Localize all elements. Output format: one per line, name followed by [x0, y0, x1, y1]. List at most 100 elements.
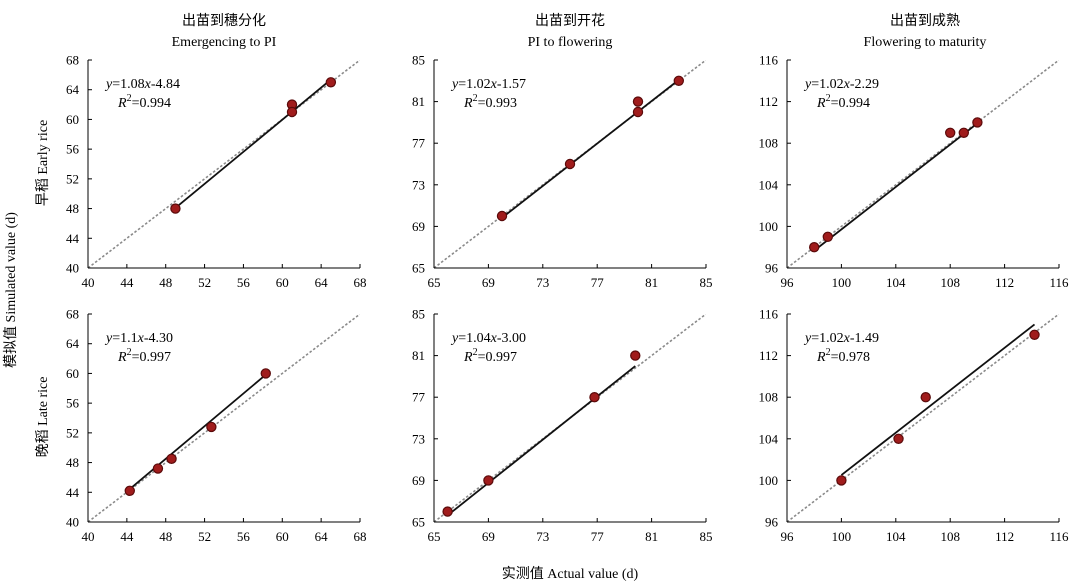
- eq-intercept: -1.49: [850, 331, 879, 346]
- x-tick-label: 100: [832, 529, 852, 544]
- x-tick-label: 60: [276, 529, 289, 544]
- col-title-en: Emergencing to PI: [172, 35, 277, 50]
- r2-symbol: R: [117, 96, 127, 111]
- y-tick-label: 108: [759, 136, 779, 151]
- y-tick-label: 116: [759, 53, 779, 68]
- one-to-one-line: [88, 60, 360, 268]
- r2-symbol: R: [463, 96, 473, 111]
- data-point: [496, 210, 508, 222]
- eq-slope: =1.04: [458, 331, 490, 346]
- eq-y-var: y: [104, 77, 113, 92]
- y-tick-label: 44: [66, 231, 80, 246]
- x-tick-label: 85: [700, 275, 713, 290]
- fit-line: [447, 365, 636, 517]
- r2-value: =0.993: [478, 96, 517, 111]
- fit-line: [129, 374, 267, 490]
- x-tick-label: 65: [428, 529, 441, 544]
- r2-value: =0.994: [831, 96, 870, 111]
- eq-intercept: -4.30: [144, 331, 173, 346]
- y-tick-label: 85: [412, 53, 425, 68]
- data-point: [166, 453, 177, 465]
- x-tick-label: 64: [315, 529, 329, 544]
- x-tick-label: 40: [82, 529, 95, 544]
- data-point: [483, 475, 494, 486]
- data-point: [564, 158, 576, 170]
- x-tick-label: 108: [940, 529, 960, 544]
- y-tick-label: 116: [759, 307, 779, 322]
- data-point: [170, 203, 181, 214]
- data-point: [822, 231, 834, 242]
- r2-superscript: 2: [127, 93, 132, 104]
- x-tick-label: 64: [315, 275, 329, 290]
- eq-x-var: x: [137, 331, 145, 346]
- data-point: [893, 433, 904, 444]
- x-tick-label: 68: [354, 275, 367, 290]
- y-tick-label: 77: [412, 136, 426, 151]
- y-tick-label: 65: [412, 261, 425, 276]
- eq-x-var: x: [144, 77, 152, 92]
- eq-slope: =1.02: [458, 77, 490, 92]
- fit-line: [501, 79, 680, 219]
- chart-panel: 65 69 73 77 81 85656973778185y=1.02x-1.57R2=0…: [412, 53, 713, 291]
- x-tick-label: 69: [482, 529, 495, 544]
- one-to-one-line: [787, 60, 1059, 268]
- r2-symbol: R: [816, 350, 826, 365]
- eq-x-var: x: [490, 331, 498, 346]
- x-tick-label: 56: [237, 275, 251, 290]
- eq-intercept: -1.57: [497, 77, 526, 92]
- x-tick-label: 73: [536, 275, 549, 290]
- data-point: [958, 127, 970, 138]
- data-point: [809, 241, 820, 253]
- x-tick-label: 104: [886, 275, 906, 290]
- data-point: [325, 77, 337, 88]
- eq-intercept: -4.84: [151, 77, 180, 92]
- eq-y-var: y: [803, 77, 812, 92]
- x-tick-label: 112: [995, 275, 1014, 290]
- x-tick-label: 56: [237, 529, 251, 544]
- x-tick-label: 116: [1049, 529, 1069, 544]
- data-point: [920, 392, 931, 403]
- fit-line: [174, 78, 332, 209]
- y-tick-label: 52: [66, 425, 79, 440]
- chart-panel: 40 44 48 52 56 60 64 68 40 44 48 52 56 60 64 68 y=1.08x-…: [66, 53, 367, 291]
- x-tick-label: 77: [591, 275, 605, 290]
- chart-panel: 96 100 104 108 112 116 96 100 104 108 112 116 y=1.02…: [759, 307, 1070, 545]
- chart-panel: 65 69 73 77 81 85656973778185y=1.04x-3.00R2=0…: [412, 307, 713, 545]
- eq-slope: =1.02: [811, 331, 843, 346]
- y-tick-label: 100: [759, 473, 779, 488]
- fit-line: [840, 323, 1036, 476]
- x-tick-label: 44: [120, 529, 134, 544]
- y-tick-label: 104: [759, 431, 779, 446]
- x-axis-title: 实测值 Actual value (d): [502, 566, 639, 582]
- data-point: [673, 75, 685, 87]
- chart-panel: 40 44 48 52 56 60 64 68 40 44 48 52 56 60 64 68 y=1.1x-4…: [66, 307, 367, 545]
- y-tick-label: 68: [66, 307, 79, 322]
- x-tick-label: 48: [159, 275, 172, 290]
- fit-line: [813, 122, 978, 252]
- y-tick-label: 96: [765, 515, 779, 530]
- y-tick-label: 73: [412, 177, 425, 192]
- r-squared: R2=0.978: [816, 347, 870, 365]
- y-tick-label: 108: [759, 390, 779, 405]
- r2-superscript: 2: [473, 347, 478, 358]
- col-title-cn: 出苗到开花: [535, 13, 605, 29]
- x-tick-label: 108: [940, 275, 960, 290]
- eq-x-var: x: [490, 77, 498, 92]
- data-point: [632, 96, 644, 107]
- one-to-one-line: [787, 314, 1059, 522]
- regression-equation: y=1.08x-4.84: [104, 77, 180, 92]
- y-tick-label: 112: [759, 94, 778, 109]
- y-tick-label: 64: [66, 336, 80, 351]
- r-squared: R2=0.994: [117, 93, 171, 111]
- x-tick-label: 112: [995, 529, 1014, 544]
- col-title-en: PI to flowering: [528, 35, 613, 50]
- y-tick-label: 69: [412, 473, 425, 488]
- y-tick-label: 73: [412, 431, 425, 446]
- y-tick-label: 69: [412, 219, 425, 234]
- r2-symbol: R: [463, 350, 473, 365]
- y-tick-label: 56: [66, 142, 80, 157]
- x-tick-label: 69: [482, 275, 495, 290]
- eq-x-var: x: [843, 331, 851, 346]
- x-tick-label: 96: [781, 275, 795, 290]
- regression-equation: y=1.1x-4.30: [104, 331, 173, 346]
